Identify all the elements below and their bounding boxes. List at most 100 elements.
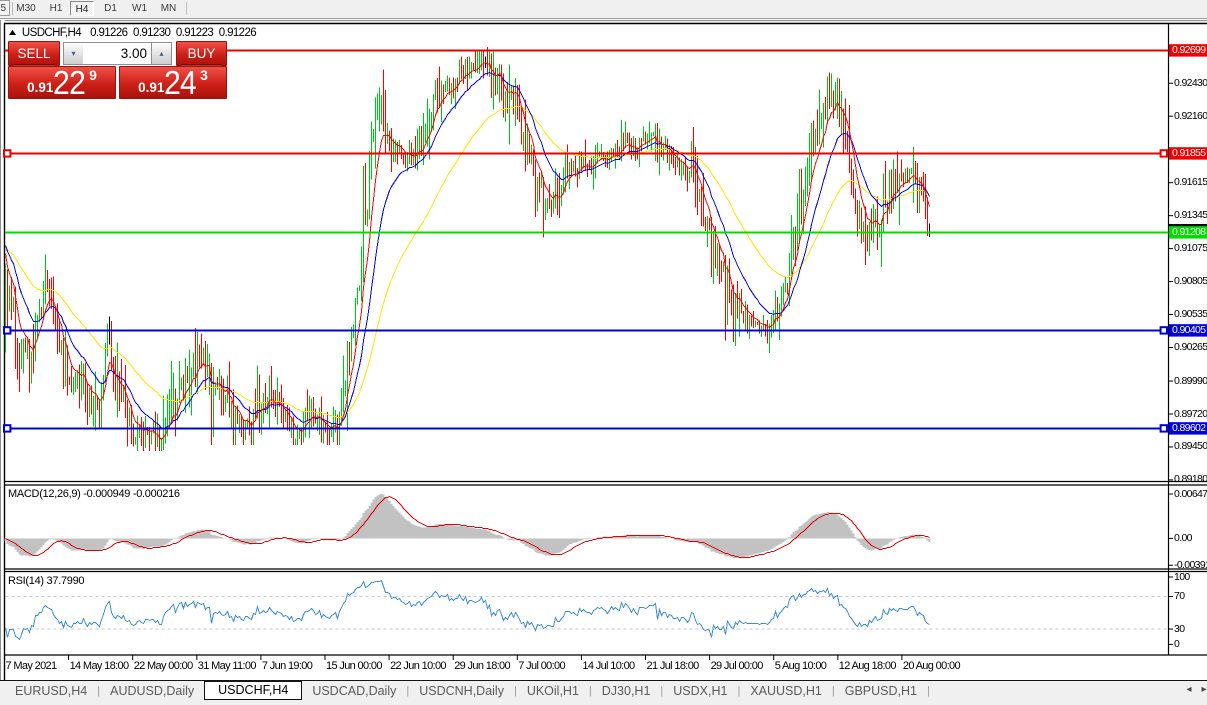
buy-label-underline: [181, 63, 222, 65]
time-scale-label: 22 Jun 10:00: [390, 660, 446, 672]
price-scale-label: 0.89720: [1174, 407, 1207, 420]
hline-0.91208[interactable]: [5, 226, 1207, 239]
price-scale-label: 0.89180: [1174, 473, 1207, 486]
time-scale-label: 21 Jul 18:00: [646, 660, 700, 672]
chart-tab-xauusd-h1[interactable]: XAUUSD,H1: [750, 684, 822, 698]
quote-open: 0.91226: [90, 26, 128, 39]
price-scale-label: 0.92160: [1174, 109, 1207, 122]
ma-mid-blue-line: [5, 71, 930, 429]
chart-tab-usdx-h1[interactable]: USDX,H1: [673, 684, 728, 698]
price-scale-label: 0.89450: [1174, 440, 1207, 453]
chart-symbol-period: USDCHF,H4: [21, 26, 82, 39]
volume-input[interactable]: 3.00: [83, 42, 152, 65]
mdi-top-edge: [0, 20, 1207, 21]
price-scale-label: 0.90265: [1174, 341, 1207, 353]
rsi-scale-label: 0: [1174, 637, 1180, 650]
timeframe-button-m5-partial[interactable]: 5: [0, 0, 10, 16]
hline-marker-left: [3, 424, 12, 433]
timeframe-button-h1[interactable]: H1: [49, 3, 63, 14]
timeframe-toolbar: 5 M30 H1 H4 D1 W1 MN: [0, 0, 1207, 19]
mdi-left-gap: [1, 20, 5, 680]
tab-scroll-left-icon[interactable]: ◂: [1186, 684, 1192, 695]
time-scale-label: 29 Jun 18:00: [454, 660, 510, 672]
chart-tab-eurusd-h4[interactable]: EURUSD,H4: [15, 684, 88, 698]
price-scale-label: 0.90535: [1174, 308, 1207, 320]
rsi-scale-label: 30: [1174, 622, 1185, 635]
ma-slow-yellow-line: [5, 106, 930, 418]
volume-increase-button[interactable]: ▴: [151, 42, 172, 65]
chart-tab-usdcad-daily[interactable]: USDCAD,Daily: [312, 684, 397, 698]
time-scale-label: 20 Aug 00:00: [902, 660, 961, 672]
hline-price-label: 0.90405: [1172, 324, 1206, 337]
chart-tab-dj30-h1[interactable]: DJ30,H1: [601, 684, 651, 698]
chart-title: ▲ USDCHF,H4 0.91226 0.91230 0.91223 0.91226: [6, 26, 262, 40]
timeframe-button-mn[interactable]: MN: [160, 3, 177, 14]
rsi-scale-label: 70: [1174, 590, 1185, 602]
hline-0.91855[interactable]: [3, 147, 1207, 160]
sell-price-superscript: 9: [89, 67, 97, 83]
time-scale-label: 7 May 2021: [5, 660, 58, 672]
macd-scale-label: 0.00: [1174, 531, 1192, 544]
chart-tab-gbpusd-h1[interactable]: GBPUSD,H1: [844, 684, 917, 698]
volume-decrease-button[interactable]: ▾: [63, 42, 84, 65]
tab-separator: |: [588, 684, 592, 697]
chart-tab-ukoil-h1[interactable]: UKOil,H1: [526, 684, 579, 698]
sell-button-label: SELL: [17, 46, 51, 61]
tab-scroll-right-icon[interactable]: ▸: [1201, 684, 1207, 695]
rsi-scale-label: 100: [1174, 570, 1190, 583]
time-scale-label: 14 May 18:00: [69, 660, 130, 672]
hline-0.89602[interactable]: [3, 422, 1207, 435]
price-scale-label: 0.89990: [1174, 374, 1207, 387]
one-click-trading-panel: SELL ▾ 3.00 ▴ BUY 0.9122 9 0.9124 3: [8, 41, 227, 99]
quote-low: 0.91223: [175, 26, 214, 39]
time-scale-label: 12 Aug 18:00: [838, 660, 897, 672]
toolbar-separator-end: [186, 2, 187, 15]
hline-price-box: [1169, 422, 1207, 435]
tab-separator: |: [97, 684, 101, 697]
time-scale-label: 22 May 00:00: [133, 660, 194, 672]
buy-button-label: BUY: [187, 46, 216, 61]
price-scale-label: 0.91615: [1174, 176, 1207, 189]
buy-price-big-digits: 24: [164, 64, 197, 101]
quote-high: 0.91230: [132, 26, 171, 39]
hline-marker-left: [3, 326, 12, 335]
timeframe-button-h4[interactable]: H4: [70, 1, 94, 16]
hline-price-label: 0.92699: [1172, 44, 1206, 57]
macd-indicator-label: MACD(12,26,9) -0.000949 -0.000216: [8, 487, 180, 500]
price-scale-label: 0.92430: [1174, 76, 1207, 89]
hline-marker-left: [3, 149, 12, 158]
price-scale-label: 0.90805: [1174, 275, 1207, 288]
buy-price-superscript: 3: [200, 67, 208, 83]
hline-0.90405[interactable]: [3, 324, 1207, 337]
macd-signal-line: [5, 495, 930, 558]
time-scale-label: 7 Jun 19:00: [261, 660, 313, 672]
toolbar-separator: [12, 2, 13, 15]
collapse-panel-icon[interactable]: ▲: [6, 26, 19, 37]
macd-scale-label: 0.00647: [1174, 487, 1207, 500]
buy-button[interactable]: BUY: [176, 41, 227, 66]
timeframe-button-w1[interactable]: W1: [132, 3, 147, 14]
rsi-line: [5, 579, 930, 641]
hline-marker-right: [1159, 149, 1168, 158]
time-scale-label: 14 Jul 10:00: [582, 660, 635, 672]
sell-button[interactable]: SELL: [8, 41, 60, 66]
chart-tab-usdchf-h4[interactable]: USDCHF,H4: [204, 681, 303, 700]
tab-separator: |: [831, 684, 835, 697]
sell-label-underline: [13, 63, 55, 65]
buy-price-display[interactable]: 0.9124 3: [119, 66, 227, 99]
tab-separator: |: [513, 684, 517, 697]
timeframe-button-d1[interactable]: D1: [104, 3, 117, 14]
sell-price-display[interactable]: 0.9122 9: [8, 66, 116, 99]
hline-price-label: 0.91855: [1172, 147, 1206, 160]
hline-marker-right: [1159, 424, 1168, 433]
buy-price-prefix: 0.91: [138, 80, 165, 95]
chart-tab-audusd-daily[interactable]: AUDUSD,Daily: [110, 684, 195, 698]
tab-separator: |: [737, 684, 741, 697]
hline-marker-right: [1159, 326, 1168, 335]
hline-price-box: [1169, 226, 1207, 239]
timeframe-button-m30[interactable]: M30: [16, 3, 36, 14]
sell-price-big-digits: 22: [53, 64, 86, 101]
tab-separator: |: [926, 684, 930, 697]
chart-tab-usdcnh-daily[interactable]: USDCNH,Daily: [419, 684, 504, 698]
